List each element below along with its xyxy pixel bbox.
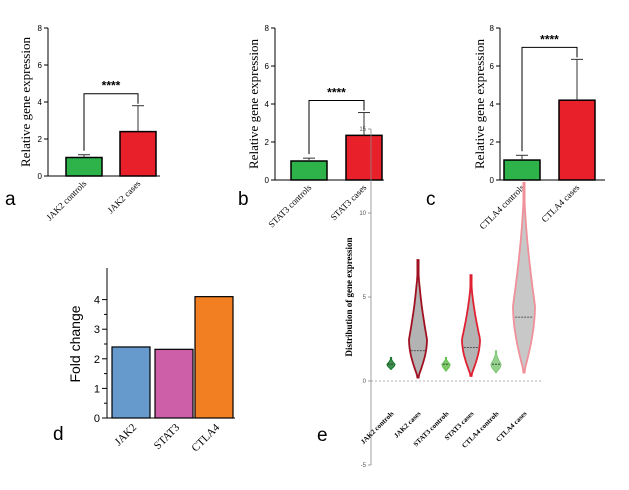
y-tick-label: 2 xyxy=(490,138,495,147)
panel-label-b: b xyxy=(238,189,249,210)
x-tick-label: CTLA4 controls xyxy=(477,182,526,231)
bar xyxy=(503,159,541,181)
significance-bracket xyxy=(521,46,578,152)
bar xyxy=(194,296,234,419)
y-axis-title: Relative gene expression xyxy=(246,39,261,169)
x-tick-label: JAK2 cases xyxy=(105,178,142,215)
y-tick-label: 10 xyxy=(359,211,366,217)
x-tick-label: JAK2 xyxy=(112,422,139,449)
bar xyxy=(111,346,151,419)
y-tick-label: -5 xyxy=(361,463,367,469)
y-axis-title: Distribution of gene expression xyxy=(344,237,354,356)
bar xyxy=(154,348,194,419)
y-tick-label: 0 xyxy=(363,379,367,385)
y-axis-title: Relative gene expression xyxy=(472,39,487,169)
y-tick-label: 4 xyxy=(38,98,43,107)
y-tick-label: 4 xyxy=(94,295,100,307)
y-tick-label: 0 xyxy=(265,176,270,185)
bar xyxy=(65,156,103,177)
y-tick-label: 1 xyxy=(94,383,100,395)
y-tick-label: 4 xyxy=(490,100,495,109)
violin xyxy=(490,350,502,374)
y-tick-label: 4 xyxy=(265,100,270,109)
violin xyxy=(408,259,428,379)
y-tick-label: 2 xyxy=(265,138,270,147)
y-tick-label: 6 xyxy=(265,62,270,71)
panel-label-d: d xyxy=(53,424,64,445)
x-tick-label: STAT3 controls xyxy=(266,182,313,229)
y-tick-label: 15 xyxy=(359,127,366,133)
violin xyxy=(386,357,396,370)
y-axis-title: Relative gene expression xyxy=(18,37,33,167)
y-tick-label: 8 xyxy=(265,24,270,33)
significance-stars: **** xyxy=(327,86,346,100)
y-tick-label: 6 xyxy=(38,61,43,70)
y-tick-label: 3 xyxy=(94,324,100,336)
significance-stars: **** xyxy=(102,79,121,93)
significance-stars: **** xyxy=(540,32,559,46)
x-tick-label: STAT3 xyxy=(152,421,183,452)
y-tick-label: 0 xyxy=(38,172,43,181)
y-tick-label: 2 xyxy=(94,354,100,366)
x-tick-label: CTLA4 xyxy=(189,421,222,454)
y-tick-label: 8 xyxy=(38,24,43,33)
y-tick-label: 2 xyxy=(38,135,43,144)
panel-label-e: e xyxy=(317,425,328,446)
y-tick-label: 5 xyxy=(363,295,367,301)
violin xyxy=(512,181,536,374)
bar xyxy=(345,134,383,181)
bar xyxy=(119,130,157,177)
chart-a: 0 2 4 6 8 Relative gene expression JAK2 contro… xyxy=(18,24,160,222)
panel-label-a: a xyxy=(5,189,16,210)
y-tick-label: 0 xyxy=(490,176,495,185)
y-tick-label: 8 xyxy=(490,24,495,33)
bar xyxy=(558,99,596,181)
y-tick-label: 0 xyxy=(94,413,100,425)
significance-bracket xyxy=(308,100,365,155)
significance-bracket xyxy=(83,93,139,151)
violin xyxy=(461,274,481,377)
chart-d: 0 1 2 3 4 Fold change JAK2 STAT3 CTLA4 xyxy=(67,268,235,454)
panel-label-c: c xyxy=(426,189,436,210)
bar xyxy=(290,160,328,181)
y-axis-title: Fold change xyxy=(67,305,83,382)
x-tick-label: JAK2 controls xyxy=(44,178,88,222)
x-tick-label: JAK2 controls xyxy=(359,410,395,446)
y-tick-label: 6 xyxy=(490,62,495,71)
x-tick-label: CTLA4 cases xyxy=(540,182,582,224)
